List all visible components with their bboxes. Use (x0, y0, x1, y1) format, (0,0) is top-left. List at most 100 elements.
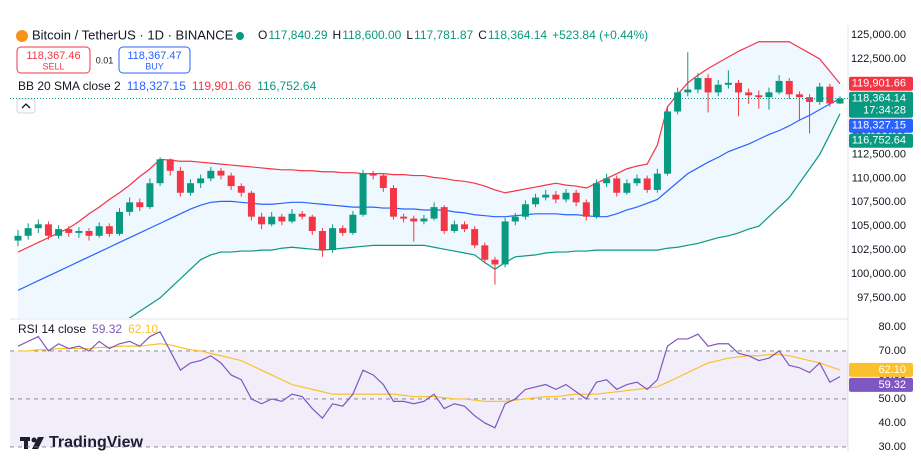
candle-body (714, 84, 722, 93)
candle-body (572, 192, 580, 203)
candle-body (207, 170, 215, 179)
candle-body (24, 228, 32, 236)
rsi-plot (10, 330, 848, 448)
price-tag (849, 91, 913, 118)
buy-label: BUY (145, 61, 164, 71)
candle-body (521, 204, 529, 217)
candle-body (105, 226, 113, 234)
candle-body (44, 224, 52, 236)
symbol-title: Bitcoin / TetherUS · 1D · BINANCE (32, 27, 234, 42)
y-tick-label: 107,500.00 (851, 196, 906, 208)
candle-body (461, 224, 469, 230)
spread: 0.01 (96, 55, 114, 65)
y-tick-label: 112,500.00 (852, 148, 906, 160)
legend-text: 118,364.14 (488, 28, 547, 42)
candle-body (653, 173, 661, 190)
legend-text: O (258, 28, 267, 42)
candle-body (156, 159, 164, 184)
band-basis (17, 98, 841, 291)
sell-price: 118,367.46 (26, 50, 80, 62)
candle-body (136, 202, 144, 208)
candle-body (826, 86, 834, 104)
y-tick-label: 100,000.00 (851, 268, 906, 280)
candle-body (258, 216, 266, 225)
collapse-button[interactable] (16, 98, 36, 114)
legend-text: RSI 14 close (18, 322, 86, 336)
candle-body (247, 192, 255, 217)
candle-body (450, 224, 458, 232)
logo-shape (24, 437, 28, 449)
candle-body (765, 92, 773, 98)
y-tick-label: 40.00 (878, 417, 906, 429)
candle-body (298, 213, 306, 217)
y-tick-label: 110,000.00 (852, 172, 906, 184)
band-upper (17, 41, 841, 253)
candle-body (663, 111, 671, 174)
price-tag (849, 133, 913, 148)
candle-body (187, 183, 195, 193)
candle-body (308, 216, 316, 232)
candle-body (278, 216, 286, 222)
legend-text: 117,781.87 (414, 28, 473, 42)
candle-body (55, 229, 63, 236)
candle-body (582, 202, 590, 217)
price-tag-label: 116,752.64 (852, 135, 906, 147)
candle-body (237, 186, 245, 193)
main-plot (10, 41, 848, 318)
market-status-dot (236, 32, 244, 40)
candle-body (704, 78, 712, 93)
candle-body (288, 213, 296, 222)
price-tag (849, 362, 913, 377)
candle-body (389, 187, 397, 217)
legend-text: +523.84 (+0.44%) (552, 28, 648, 42)
candle-body (684, 89, 692, 93)
logo-text: TradingView (49, 434, 144, 451)
candle-body (166, 159, 174, 171)
candle-body (420, 218, 428, 222)
candle-body (329, 228, 337, 251)
candle-body (795, 94, 803, 98)
price-tag-label: 62.10 (878, 364, 906, 376)
candle-body (816, 86, 824, 102)
candle-body (126, 202, 134, 212)
candle-body (268, 216, 276, 225)
legend-text: 116,752.64 (257, 79, 316, 93)
y-tick-label: 80.00 (878, 321, 906, 333)
legend-text: 119,901.66 (192, 79, 251, 93)
candle-body (775, 80, 783, 93)
sell-button[interactable] (16, 46, 91, 74)
symbol-icon (16, 30, 28, 42)
candle-body (471, 229, 479, 246)
y-tick-label: 30.00 (878, 441, 906, 453)
legend-text: 118,600.00 (342, 28, 401, 42)
candle-body (65, 229, 73, 233)
candle-body (85, 231, 93, 236)
candle-body (217, 170, 225, 176)
band-fill (18, 41, 840, 318)
buy-button[interactable] (118, 46, 191, 74)
candle-body (359, 173, 367, 215)
collapse-icon (21, 103, 31, 109)
buy-price: 118,367.47 (127, 50, 181, 62)
candle-body (410, 218, 418, 222)
candle-body (806, 97, 814, 102)
candle-body (511, 216, 519, 222)
legend-text: 117,840.29 (268, 28, 327, 42)
legend-text: L (406, 28, 413, 42)
candle-body (400, 216, 408, 219)
candle-body (349, 214, 357, 233)
price-tag-label: 118,327.15 (852, 120, 906, 132)
legend-text: H (333, 28, 342, 42)
candle-body (379, 175, 387, 188)
candle-body (603, 178, 611, 184)
candle-body (197, 178, 205, 184)
logo-icon (20, 437, 44, 449)
price-tag-label: 118,364.14 (852, 93, 906, 105)
candle-body (440, 207, 448, 232)
candle-body (481, 245, 489, 260)
legend-text: BB 20 SMA close 2 (18, 79, 121, 93)
candle-body (694, 78, 702, 90)
y-tick-label: 50.00 (878, 393, 906, 405)
